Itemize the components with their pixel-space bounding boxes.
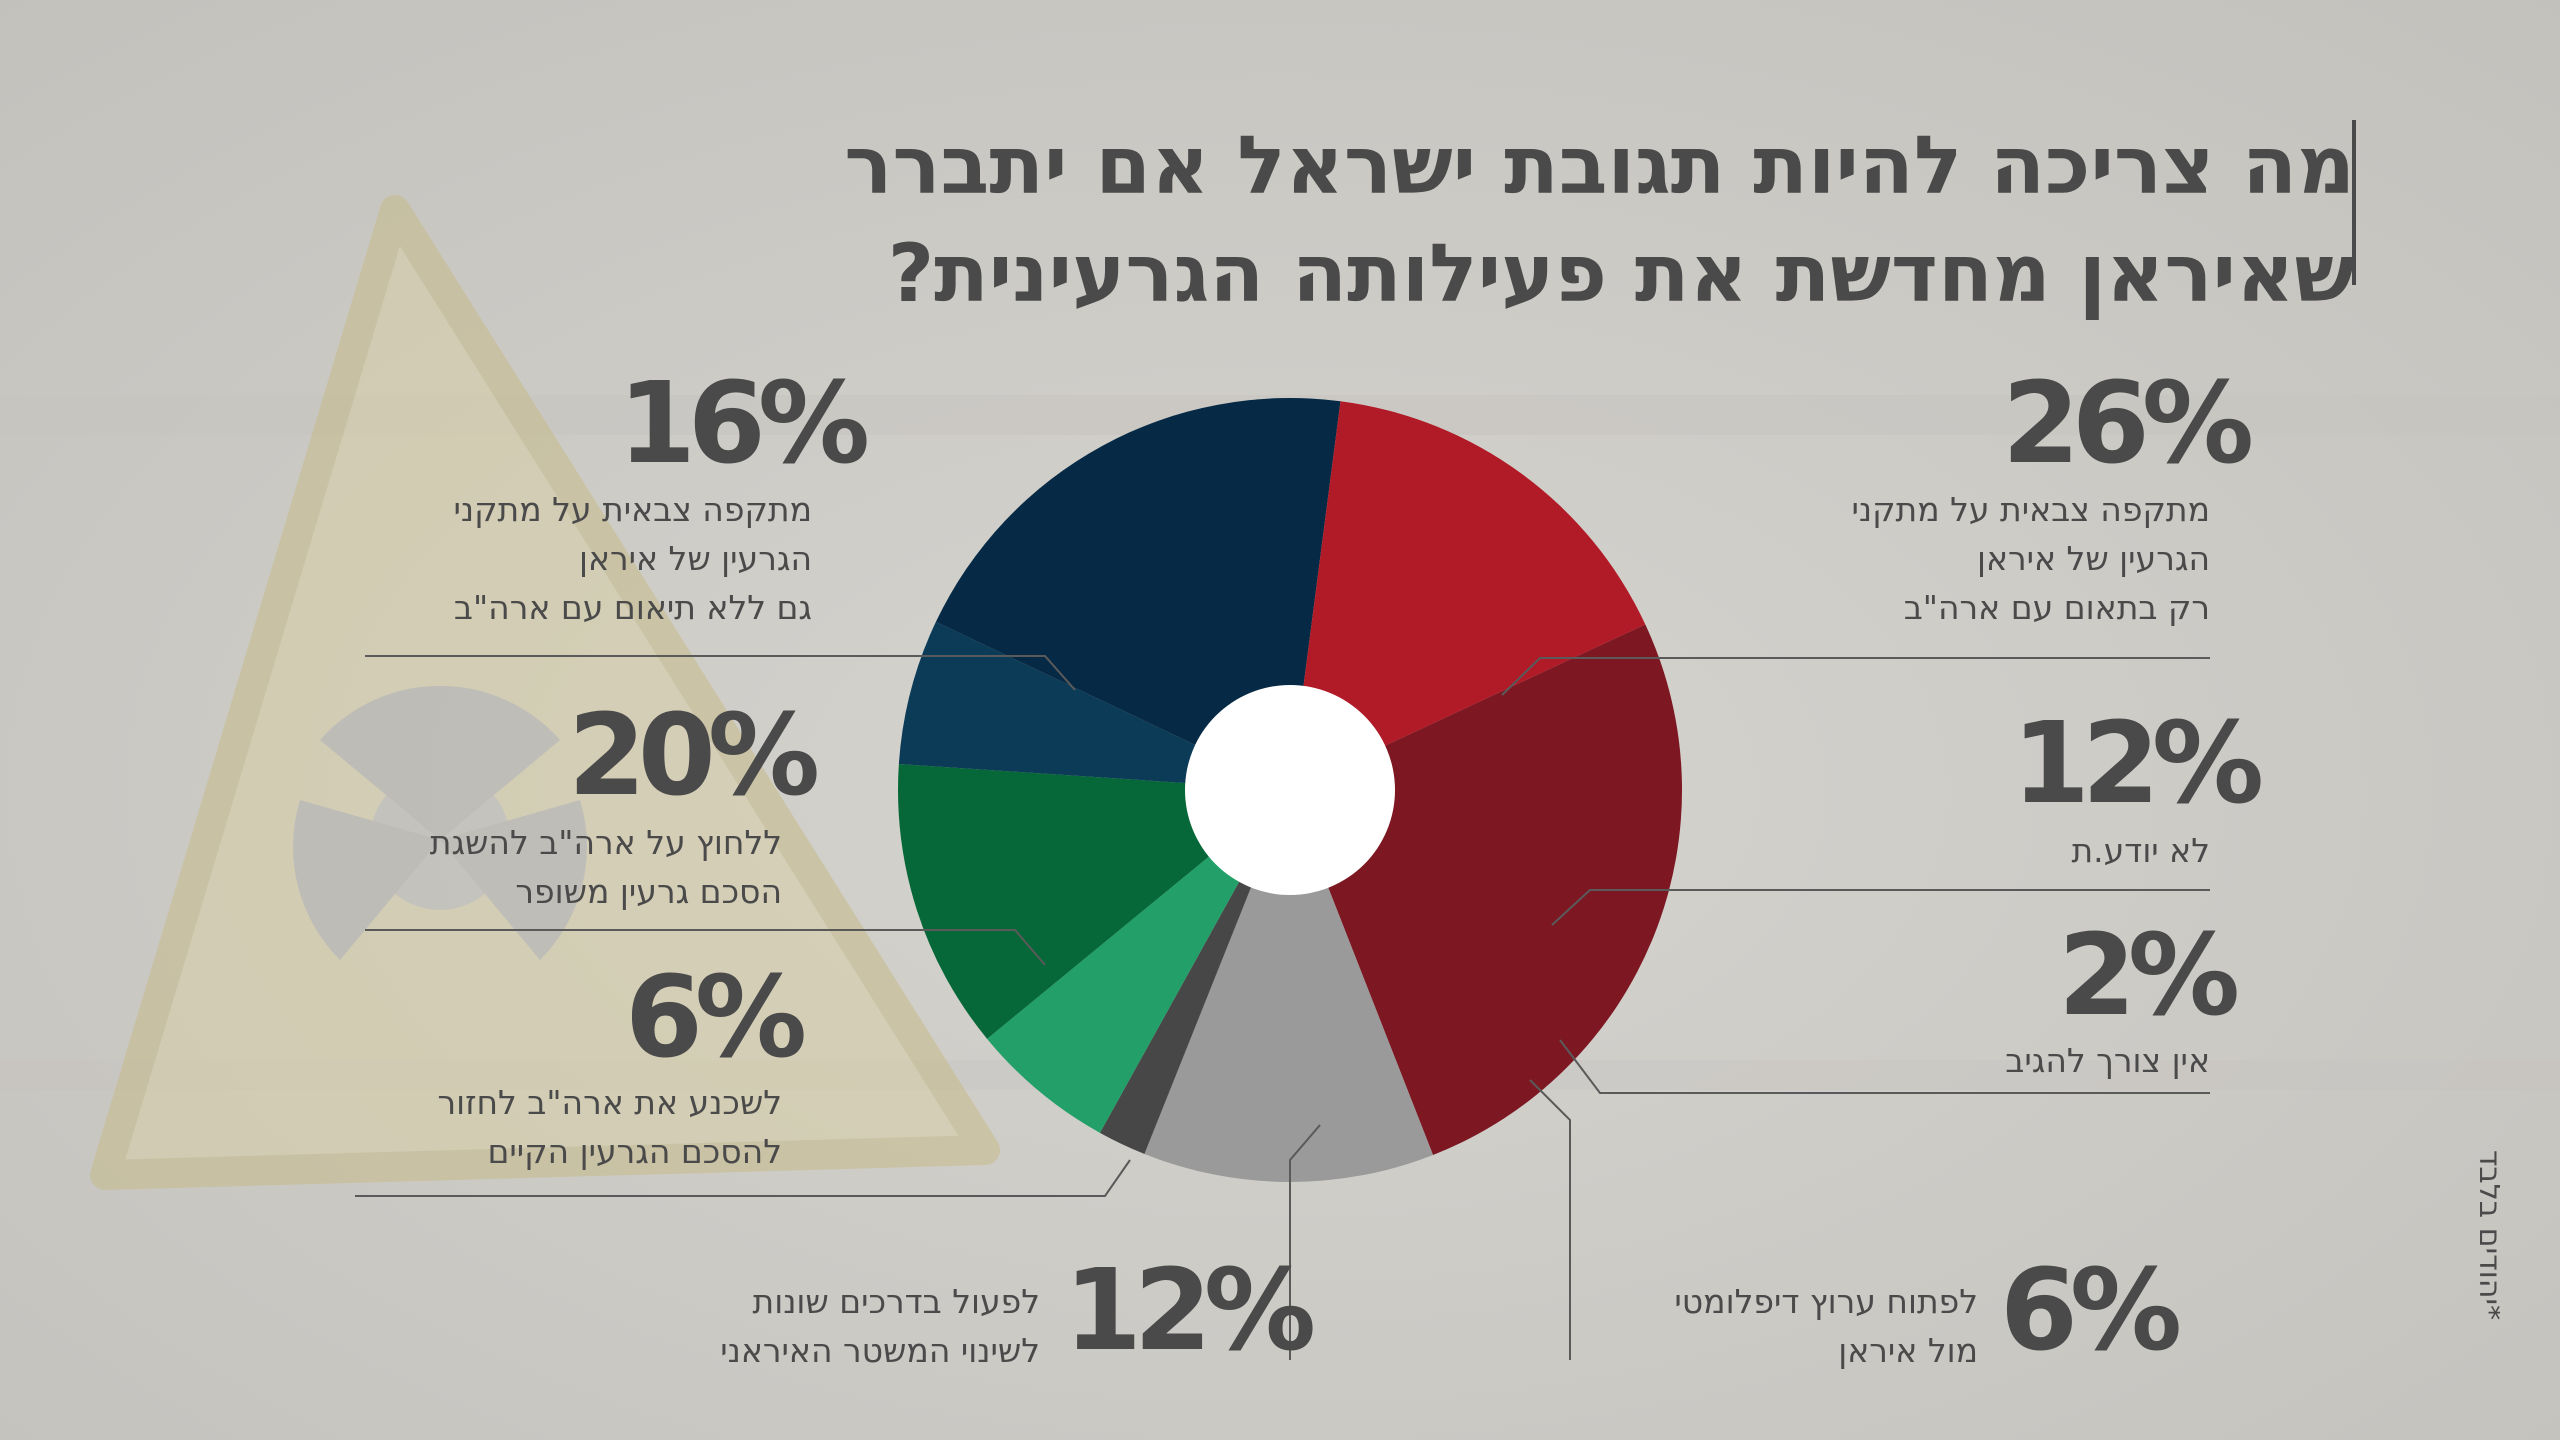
- pct-label-12-unknown: 12%: [2012, 699, 2264, 829]
- leader-line-3: [1529, 1079, 1571, 1360]
- pct-label-2: 2%: [2058, 911, 2240, 1041]
- pie-slice-1: [1144, 790, 1434, 1182]
- leader-line-0: [1501, 657, 2210, 696]
- pie-slice-6: [935, 397, 1341, 790]
- pct-label-20: 20%: [568, 691, 820, 821]
- pct-label-26: 26%: [2002, 359, 2254, 489]
- slice-label-pressure-us: ללחוץ על ארה"ב להשגת הסכם גרעין משופר: [429, 823, 782, 911]
- slice-label-diplomatic: לפתוח ערוץ דיפלומטי מול איראן: [1674, 1282, 1978, 1370]
- title-divider: [2352, 120, 2356, 285]
- slice-label-attack-coordinated: מתקפה צבאית על מתקני הגרעין של איראן רק …: [1851, 490, 2210, 627]
- slice-label-return-agreement: לשכנע את ארה"ב לחזור להסכם הגרעין הקיים: [437, 1083, 782, 1171]
- leader-line-7: [365, 655, 1076, 691]
- title-line-2: שאיראן מחדשת את פעילותה הגרעינית?: [887, 227, 2355, 320]
- pie-slice-4: [897, 764, 1290, 1039]
- donut-hole: [1185, 685, 1395, 895]
- pct-label-6-agreement: 6%: [625, 953, 807, 1083]
- leader-line-5: [355, 1159, 1131, 1197]
- slice-label-no-response: אין צורך להגיב: [2005, 1041, 2210, 1080]
- slice-label-regime-change: לפעול בדרכים שונות לשינוי המשטר האיראני: [720, 1282, 1040, 1370]
- pie-slice-3: [987, 790, 1290, 1133]
- pct-label-16: 16%: [618, 359, 870, 489]
- warning-sign-icon: [90, 195, 1000, 1190]
- pct-label-6-diplomatic: 6%: [2000, 1246, 2182, 1376]
- pie-slice-5: [898, 621, 1290, 790]
- leader-line-6: [365, 929, 1046, 966]
- title-line-1: מה צריכה להיות תגובת ישראל אם יתברר: [844, 119, 2355, 212]
- slice-label-attack-uncoordinated: מתקפה צבאית על מתקני הגרעין של איראן גם …: [453, 490, 812, 627]
- leader-line-4: [1289, 1124, 1321, 1360]
- footnote: *יהודים בלבד: [2472, 1150, 2500, 1320]
- pie-slice-7: [1290, 401, 1646, 790]
- page-title: מה צריכה להיות תגובת ישראל אם יתברר שאיר…: [555, 112, 2355, 328]
- pct-label-12-regime: 12%: [1064, 1246, 1316, 1376]
- leader-line-1: [1551, 889, 2210, 926]
- slice-label-dont-know: לא יודע.ת: [2071, 831, 2210, 870]
- leader-line-2: [1559, 1039, 2210, 1094]
- footnote-text: *יהודים בלבד: [2472, 1150, 2500, 1320]
